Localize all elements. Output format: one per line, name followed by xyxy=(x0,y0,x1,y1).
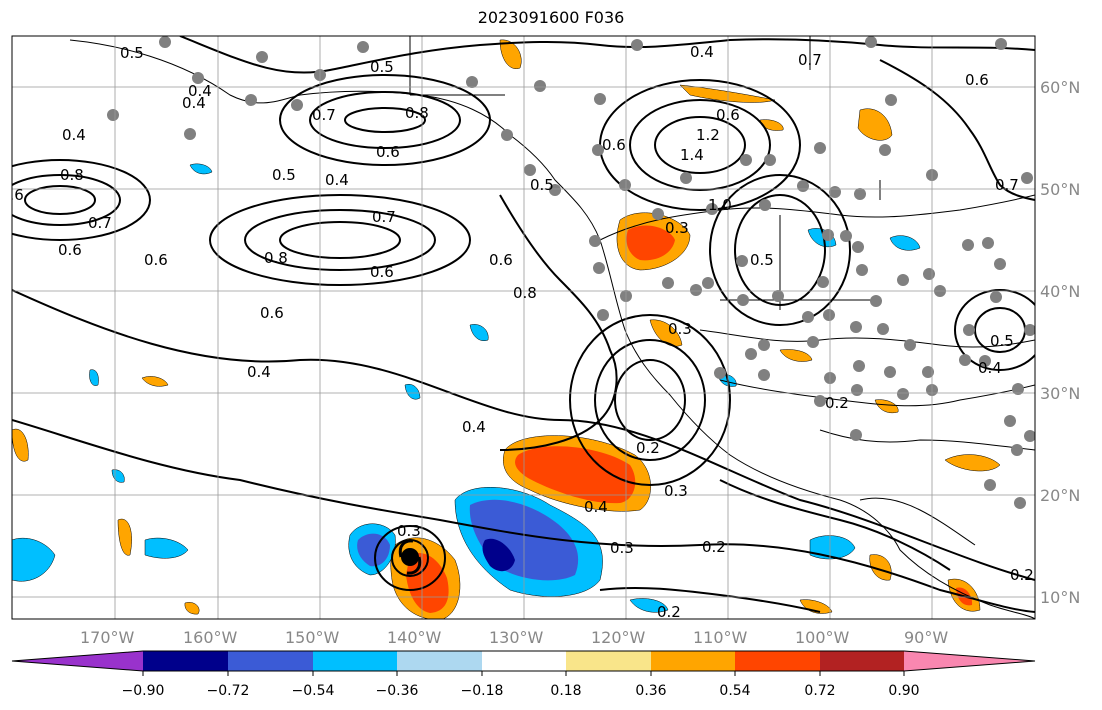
contour-label: 0.2 xyxy=(657,603,681,621)
lon-label: 130°W xyxy=(489,628,544,647)
lat-label: 10°N xyxy=(1040,588,1080,607)
lon-label: 170°W xyxy=(80,628,135,647)
contour-label: 0.6 xyxy=(0,186,24,204)
lat-label: 50°N xyxy=(1040,180,1080,199)
land-outlines xyxy=(69,36,1035,619)
contour-label: 0.3 xyxy=(668,320,692,338)
contour-label: 0.3 xyxy=(610,539,634,557)
contour-label: 0.7 xyxy=(312,106,336,124)
colorbar-extend-high xyxy=(904,651,1035,671)
contour-label: 0.6 xyxy=(965,71,989,89)
colorbar-extend-low xyxy=(12,651,143,671)
lon-label: 110°W xyxy=(693,628,748,647)
latitude-labels: 60°N 50°N 40°N 30°N 20°N 10°N xyxy=(1040,78,1080,607)
contour-label: 0.7 xyxy=(798,51,822,69)
lon-label: 140°W xyxy=(387,628,442,647)
contour-labels: 0.5 0.5 0.4 0.4 0.7 0.8 0.6 0.5 0.4 0.7 … xyxy=(0,43,1034,621)
contour-label: 1.0 xyxy=(708,196,732,214)
graticule xyxy=(12,36,1035,619)
contour-label: 0.8 xyxy=(513,284,537,302)
contour-label: 0.2 xyxy=(636,439,660,457)
colorbar-tick-label: −0.72 xyxy=(207,683,250,699)
contour-label: 0.3 xyxy=(664,482,688,500)
colorbar-tick-label: −0.54 xyxy=(292,683,335,699)
lat-label: 60°N xyxy=(1040,78,1080,97)
contour-label: 1.2 xyxy=(696,126,720,144)
contour-label: 0.4 xyxy=(978,359,1002,377)
lat-label: 30°N xyxy=(1040,384,1080,403)
contour-label: 0.4 xyxy=(182,94,206,112)
contour-label: 0.3 xyxy=(397,522,421,540)
lon-label: 120°W xyxy=(591,628,646,647)
colorbar-tick-label: 0.90 xyxy=(888,683,919,699)
station-dots xyxy=(107,36,1035,509)
lon-label: 150°W xyxy=(285,628,340,647)
contour-label: 0.4 xyxy=(690,43,714,61)
contour-label: 1.4 xyxy=(680,146,704,164)
contour-label: 0.4 xyxy=(584,498,608,516)
lon-label: 100°W xyxy=(795,628,850,647)
contour-label: 0.5 xyxy=(530,176,554,194)
contour-label: 0.4 xyxy=(188,82,212,100)
colorbar-tick-label: 0.72 xyxy=(804,683,835,699)
contour-label: 0.7 xyxy=(88,214,112,232)
colorbar-tick-label: 0.18 xyxy=(550,683,581,699)
lat-label: 40°N xyxy=(1040,282,1080,301)
contour-label: 0.6 xyxy=(370,263,394,281)
contour-label: 0.5 xyxy=(120,44,144,62)
lon-label: 90°W xyxy=(904,628,948,647)
lon-label: 160°W xyxy=(183,628,238,647)
contour-label: 0.8 xyxy=(405,104,429,122)
anomaly-shading xyxy=(12,39,1001,619)
colorbar-tick-label: 0.54 xyxy=(719,683,750,699)
contour-label: 0.2 xyxy=(702,538,726,556)
contour-label: 0.7 xyxy=(372,208,396,226)
plot-title: 2023091600 F036 xyxy=(477,8,625,27)
contour-label: 0.4 xyxy=(325,171,349,189)
contour-label: 0.4 xyxy=(462,418,486,436)
contour-label: 0.5 xyxy=(272,166,296,184)
colorbar-tick-label: 0.36 xyxy=(635,683,666,699)
contour-label: 0.8 xyxy=(60,166,84,184)
contour-label: 0.4 xyxy=(62,126,86,144)
contour-label: 0.6 xyxy=(58,241,82,259)
contour-label: 0.5 xyxy=(990,332,1014,350)
colorbar-tick-label: −0.90 xyxy=(122,683,165,699)
contour-label: 0.5 xyxy=(750,251,774,269)
contour-label: 0.3 xyxy=(665,219,689,237)
contour-label: 0.2 xyxy=(1010,566,1034,584)
colorbar-tick-label: −0.36 xyxy=(376,683,419,699)
longitude-labels: 170°W 160°W 150°W 140°W 130°W 120°W 110°… xyxy=(80,628,948,647)
contour-label: 0.6 xyxy=(602,136,626,154)
lat-label: 20°N xyxy=(1040,486,1080,505)
contour-label: 0.6 xyxy=(716,106,740,124)
contour-label: 0.7 xyxy=(995,176,1019,194)
tropical-cyclone-icon xyxy=(398,539,422,575)
map-frame xyxy=(11,35,1036,620)
contour-lines xyxy=(12,36,1035,613)
contour-label: 0.6 xyxy=(376,143,400,161)
contour-label: 0.6 xyxy=(260,304,284,322)
contour-label: 0.5 xyxy=(370,58,394,76)
colorbar-tick-label: −0.18 xyxy=(461,683,504,699)
contour-label: 0.2 xyxy=(825,394,849,412)
colorbar: −0.90 −0.72 −0.54 −0.36 −0.18 0.18 0.36 … xyxy=(11,650,1036,699)
contour-label: 0.4 xyxy=(247,363,271,381)
contour-label: 0.8 xyxy=(264,249,288,267)
contour-label: 0.6 xyxy=(144,251,168,269)
contour-label: 0.6 xyxy=(489,251,513,269)
